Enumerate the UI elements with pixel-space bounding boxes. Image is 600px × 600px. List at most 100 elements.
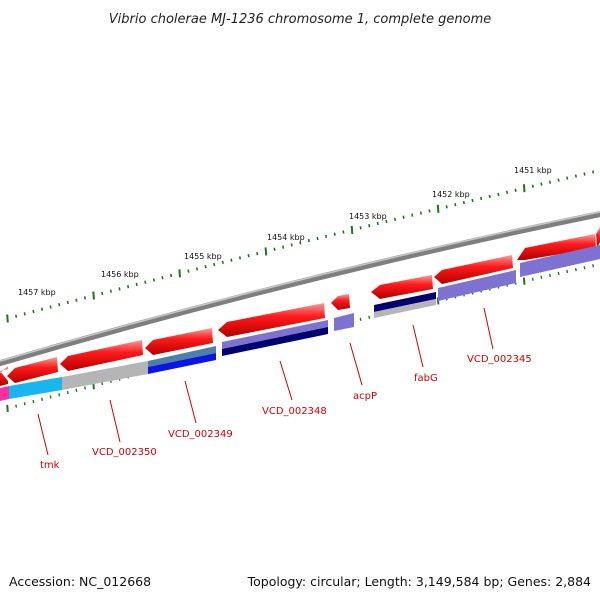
cds-bar[interactable] xyxy=(0,386,9,401)
kbp-label-1452: 1452 kbp xyxy=(432,190,470,199)
ruler-minor-tick xyxy=(161,276,164,280)
ruler-minor-tick xyxy=(282,245,285,249)
ruler-minor-tick xyxy=(566,176,569,180)
inner-ruler-minor-tick xyxy=(66,390,69,395)
ruler-minor-tick xyxy=(307,238,310,243)
gene-arrow[interactable] xyxy=(517,234,596,260)
ruler-minor-tick xyxy=(471,198,474,203)
inner-ruler-major-tick xyxy=(522,277,526,285)
ruler-minor-tick xyxy=(170,273,173,278)
cds-bar[interactable] xyxy=(148,346,216,367)
ruler-major-tick xyxy=(92,291,95,300)
ruler-minor-tick xyxy=(497,192,500,197)
inner-ruler-minor-tick xyxy=(592,264,595,268)
cds-bar[interactable] xyxy=(374,292,436,312)
ruler-minor-tick xyxy=(505,190,509,194)
inner-ruler-minor-tick xyxy=(23,402,26,406)
ruler-minor-tick xyxy=(462,200,465,205)
ruler-minor-tick xyxy=(23,312,26,316)
ruler-minor-tick xyxy=(419,211,422,215)
ruler-minor-tick xyxy=(514,188,517,192)
ruler-minor-tick xyxy=(402,215,405,219)
ruler-minor-tick xyxy=(152,278,155,282)
gene-label-VCD_002349[interactable]: VCD_002349 xyxy=(168,429,233,440)
leader-line xyxy=(109,399,121,443)
gene-label-acpP[interactable]: acpP xyxy=(353,391,377,402)
cds-bar[interactable] xyxy=(222,327,328,356)
ruler-minor-tick xyxy=(58,303,61,307)
inner-ruler-minor-tick xyxy=(557,271,560,276)
inner-ruler-minor-tick xyxy=(84,386,86,390)
ruler-major-tick xyxy=(6,314,9,323)
ruler-minor-tick xyxy=(393,217,397,221)
ruler-minor-tick xyxy=(299,241,302,245)
ruler-minor-tick xyxy=(247,254,250,258)
ruler-minor-tick xyxy=(583,172,586,176)
ruler-minor-tick xyxy=(221,260,224,264)
gene-arrow[interactable] xyxy=(596,227,600,248)
gene-arrow[interactable] xyxy=(434,255,513,284)
inner-ruler-minor-tick xyxy=(583,266,586,270)
gene-label-fabG[interactable]: fabG xyxy=(414,373,438,384)
cds-bar[interactable] xyxy=(438,270,516,301)
gene-arrow[interactable] xyxy=(331,294,350,310)
ruler-major-tick xyxy=(350,225,354,234)
ruler-minor-tick xyxy=(75,298,78,302)
ruler-minor-tick xyxy=(316,236,319,241)
inner-ruler-minor-tick xyxy=(531,277,534,281)
ruler-minor-tick xyxy=(127,285,130,289)
ruler-minor-tick xyxy=(540,182,543,186)
leader-line xyxy=(483,307,494,350)
ruler-minor-tick xyxy=(574,174,577,178)
ruler-minor-tick xyxy=(592,170,595,174)
ruler-minor-tick xyxy=(118,287,121,291)
gene-arrow[interactable] xyxy=(60,340,143,371)
ruler-minor-tick xyxy=(109,289,112,293)
cds-bar[interactable] xyxy=(520,245,600,277)
kbp-label-1457: 1457 kbp xyxy=(18,288,56,297)
inner-ruler-minor-tick xyxy=(75,388,78,392)
cds-bar[interactable] xyxy=(148,353,216,374)
ruler-minor-tick xyxy=(428,209,431,213)
gene-label-tmk[interactable]: tmk xyxy=(40,460,60,471)
gene-arrow[interactable] xyxy=(145,328,213,355)
ruler-minor-tick xyxy=(454,203,457,207)
leader-line xyxy=(349,342,363,386)
ruler-minor-tick xyxy=(376,221,379,226)
kbp-label-1453: 1453 kbp xyxy=(349,212,387,221)
ruler-minor-tick xyxy=(135,282,138,287)
ruler-minor-tick xyxy=(480,196,483,201)
ruler-minor-tick xyxy=(411,213,414,217)
ruler-minor-tick xyxy=(15,314,18,318)
cds-bar[interactable] xyxy=(62,361,148,390)
cds-bar[interactable] xyxy=(334,313,354,331)
gene-arrow[interactable] xyxy=(7,357,58,383)
cds-track xyxy=(0,245,600,401)
ruler-minor-tick xyxy=(557,178,560,182)
leader-line xyxy=(412,324,424,368)
inner-ruler-minor-tick xyxy=(32,399,35,404)
ruler-minor-tick xyxy=(204,265,207,269)
cds-bar[interactable] xyxy=(374,299,436,318)
chromosome-backbone-highlight xyxy=(0,211,600,362)
ruler-major-tick xyxy=(522,184,526,193)
ruler-minor-tick xyxy=(238,256,242,260)
ruler-minor-tick xyxy=(66,300,69,305)
gene-label-VCD_002345[interactable]: VCD_002345 xyxy=(467,354,532,365)
kbp-label-1456: 1456 kbp xyxy=(101,270,139,279)
cds-bar[interactable] xyxy=(222,320,328,349)
gene-leaders xyxy=(37,307,494,456)
ruler-minor-tick xyxy=(144,280,147,284)
gene-label-VCD_002348[interactable]: VCD_002348 xyxy=(262,406,327,417)
inner-ruler-minor-tick xyxy=(574,267,577,272)
cds-bar[interactable] xyxy=(9,377,62,399)
ruler-minor-tick xyxy=(342,230,345,234)
gene-arrow[interactable] xyxy=(218,303,325,337)
kbp-label-1455: 1455 kbp xyxy=(184,252,222,261)
gene-label-VCD_002350[interactable]: VCD_002350 xyxy=(92,447,157,458)
map-title: Vibrio cholerae MJ-1236 chromosome 1, co… xyxy=(109,12,491,27)
gene-arrow[interactable] xyxy=(371,275,433,299)
gene-arrow[interactable] xyxy=(0,366,8,386)
ruler-major-tick xyxy=(436,204,440,213)
